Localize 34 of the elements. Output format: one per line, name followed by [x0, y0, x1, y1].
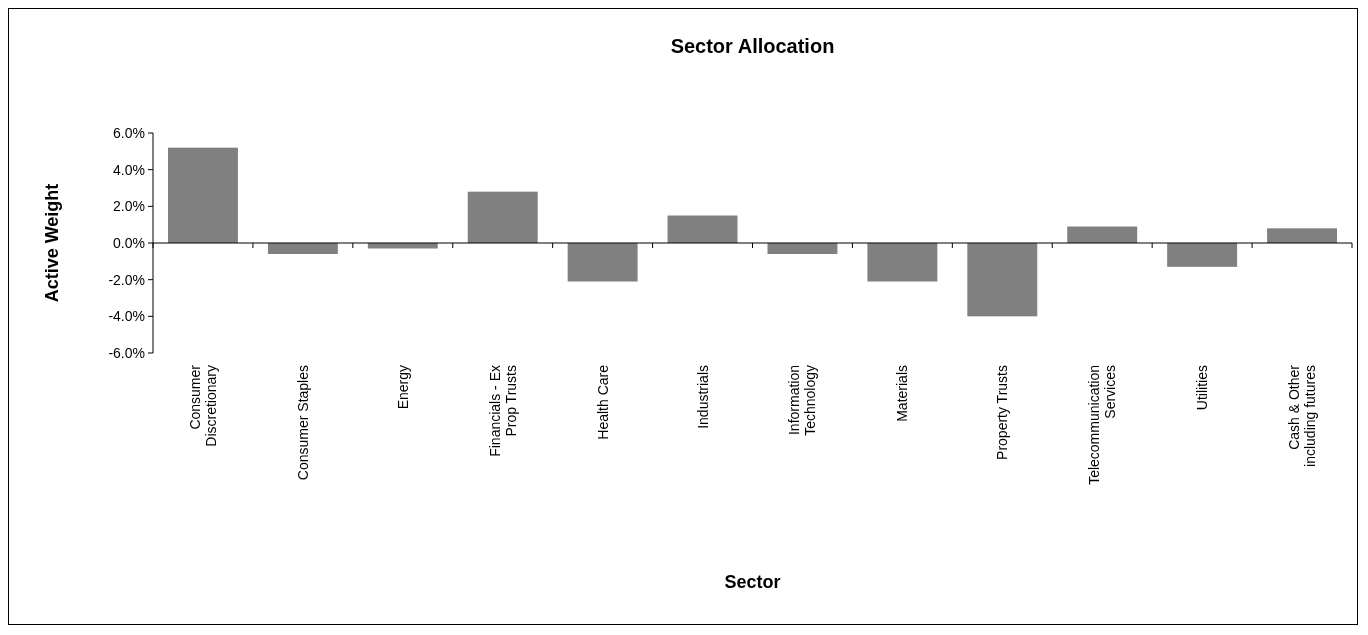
x-axis-title: Sector	[724, 572, 781, 592]
bar	[567, 243, 638, 282]
bar	[767, 243, 838, 254]
bar	[1267, 228, 1338, 243]
bar	[167, 147, 238, 243]
chart-title: Sector Allocation	[670, 35, 835, 57]
bar	[867, 243, 938, 282]
x-tick-label: Financials - Ex Prop Trusts	[486, 365, 519, 457]
y-tick-label: 6.0%	[113, 124, 145, 141]
x-tick-label: Consumer Staples	[294, 365, 311, 481]
y-tick-label: 0.0%	[113, 234, 145, 251]
x-tick-label: Health Care	[594, 364, 611, 440]
x-tick-label: Energy	[394, 365, 411, 410]
y-tick-label: -6.0%	[108, 344, 145, 361]
bar	[267, 243, 338, 254]
x-tick-label: Cash & Other including futures	[1286, 364, 1319, 467]
bar	[1067, 226, 1138, 243]
y-tick-label: -2.0%	[108, 271, 145, 288]
y-tick-label: -4.0%	[108, 308, 145, 325]
y-axis-title: Active Weight	[42, 183, 62, 303]
x-tick-label: Telecommunication Services	[1086, 365, 1119, 485]
bar	[967, 243, 1038, 317]
x-tick-label: Information Technology	[786, 365, 819, 436]
x-tick-label: Utilities	[1194, 365, 1211, 411]
bar	[1167, 243, 1238, 267]
bar	[467, 191, 538, 243]
y-tick-label: 4.0%	[113, 161, 145, 178]
y-tick-label: 2.0%	[113, 198, 145, 215]
x-tick-label: Materials	[894, 365, 911, 422]
x-tick-label: Industrials	[694, 365, 711, 429]
bar	[667, 215, 738, 243]
x-tick-label: Consumer Discretionary	[186, 364, 219, 447]
bar	[367, 243, 438, 249]
x-tick-label: Property Trusts	[994, 365, 1011, 460]
